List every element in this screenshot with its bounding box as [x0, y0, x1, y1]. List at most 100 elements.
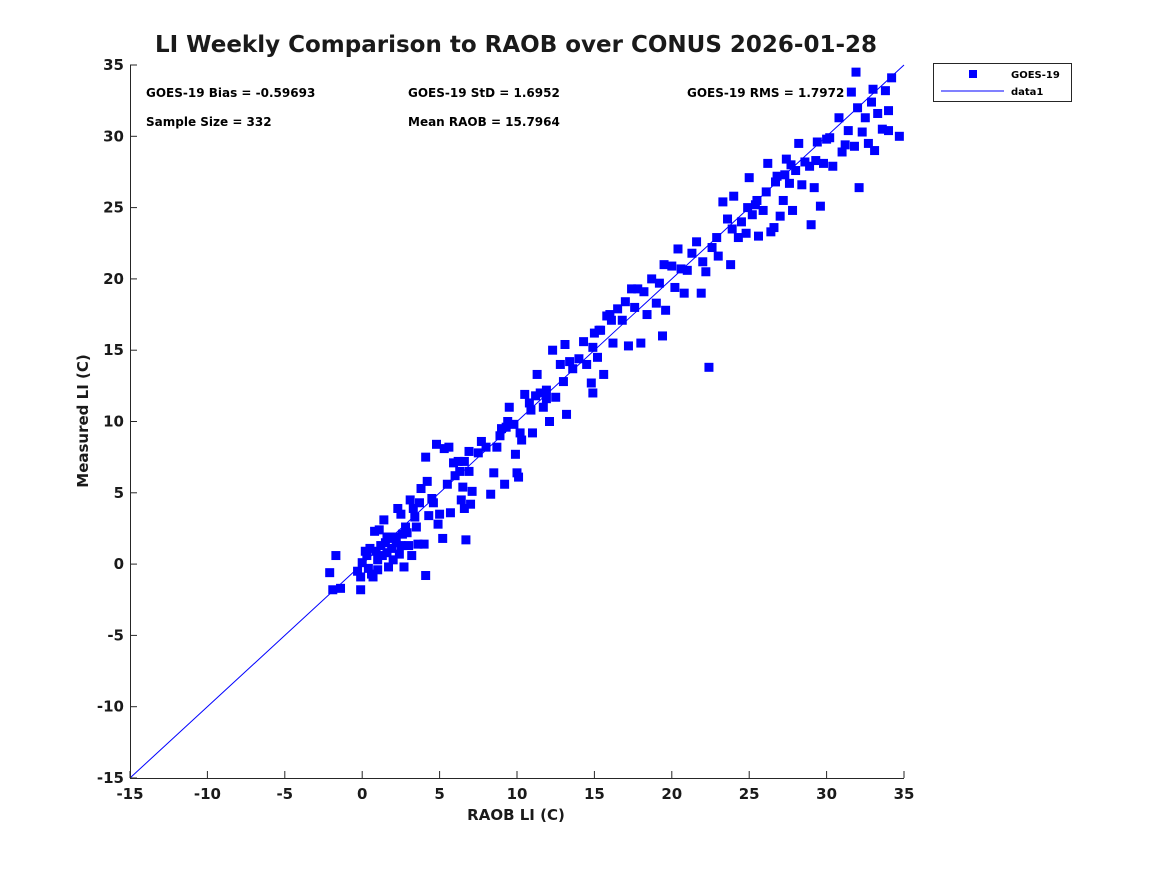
data-point-goes19 [613, 304, 623, 314]
x-tick-label: -15 [116, 785, 143, 803]
data-point-goes19 [617, 315, 627, 325]
data-point-goes19 [390, 532, 400, 542]
x-tick-label: 0 [357, 785, 367, 803]
data-point-goes19 [531, 391, 541, 401]
data-point-goes19 [639, 287, 649, 297]
data-point-goes19 [676, 264, 686, 274]
data-point-goes19 [837, 147, 847, 157]
x-tick-label: 25 [739, 785, 760, 803]
data-point-goes19 [459, 456, 469, 466]
data-point-goes19 [797, 180, 807, 190]
x-tick-label: 10 [507, 785, 528, 803]
data-point-goes19 [658, 331, 668, 341]
data-point-goes19 [849, 141, 859, 151]
data-point-goes19 [453, 456, 463, 466]
data-point-goes19 [376, 541, 386, 551]
data-point-goes19 [723, 214, 733, 224]
data-point-goes19 [800, 157, 810, 167]
y-tick-label: 15 [103, 341, 124, 359]
data-point-goes19 [427, 494, 437, 504]
data-point-goes19 [373, 565, 383, 575]
data-point-goes19 [421, 452, 431, 462]
data-point-goes19 [500, 479, 510, 489]
data-point-goes19 [884, 126, 894, 136]
data-point-goes19 [464, 466, 474, 476]
data-point-goes19 [414, 498, 424, 508]
data-point-goes19 [811, 156, 821, 166]
legend-marker-goes19 [969, 70, 977, 78]
std-stat: GOES-19 StD = 1.6952 [408, 86, 560, 100]
data-point-goes19 [620, 297, 630, 307]
data-point-goes19 [455, 466, 465, 476]
data-point-goes19 [464, 446, 474, 456]
data-point-goes19 [692, 237, 702, 247]
data-point-goes19 [357, 558, 367, 568]
data-point-goes19 [356, 572, 366, 582]
data-point-goes19 [687, 248, 697, 258]
y-tick-label: -15 [97, 769, 124, 787]
chart-title: LI Weekly Comparison to RAOB over CONUS … [155, 32, 877, 58]
data-point-goes19 [416, 484, 426, 494]
data-point-goes19 [396, 509, 406, 519]
data-point-goes19 [592, 352, 602, 362]
data-point-goes19 [424, 511, 434, 521]
data-point-goes19 [778, 195, 788, 205]
rms-stat: GOES-19 RMS = 1.7972 [687, 86, 844, 100]
legend: GOES-19 data1 [933, 63, 1072, 102]
data-point-goes19 [410, 512, 420, 522]
data-point-goes19 [701, 267, 711, 277]
data-point-goes19 [805, 161, 815, 171]
y-tick-label: -10 [97, 698, 124, 716]
data-point-goes19 [541, 394, 551, 404]
data-point-goes19 [588, 388, 598, 398]
legend-label-data1: data1 [1011, 87, 1043, 98]
data-point-goes19 [846, 87, 856, 97]
data-point-goes19 [786, 160, 796, 170]
data-point-goes19 [574, 354, 584, 364]
data-point-goes19 [377, 551, 387, 561]
y-tick-label: 5 [114, 484, 124, 502]
one-to-one-line-data1 [129, 64, 905, 779]
data-point-goes19 [515, 428, 525, 438]
data-point-goes19 [473, 448, 483, 458]
sample-size-stat: Sample Size = 332 [146, 115, 272, 129]
x-axis: -15 -10 -5 0 5 10 15 20 25 30 35 [116, 771, 914, 803]
data-point-goes19 [825, 133, 835, 143]
data-point-goes19 [758, 205, 768, 215]
data-point-goes19 [806, 220, 816, 230]
data-point-goes19 [741, 228, 751, 238]
data-point-goes19 [514, 472, 524, 482]
data-point-goes19 [873, 108, 883, 118]
data-point-goes19 [840, 140, 850, 150]
data-point-goes19 [379, 515, 389, 525]
data-point-goes19 [555, 359, 565, 369]
y-tick-label: 25 [103, 199, 124, 217]
data-point-goes19 [769, 223, 779, 233]
data-point-goes19 [586, 378, 596, 388]
data-point-goes19 [551, 392, 561, 402]
data-point-goes19 [636, 338, 646, 348]
data-point-goes19 [743, 203, 753, 213]
data-point-goes19 [726, 260, 736, 270]
data-point-goes19 [887, 73, 897, 83]
data-point-goes19 [401, 522, 411, 532]
data-point-goes19 [781, 154, 791, 164]
x-tick-label: -10 [194, 785, 221, 803]
data-point-goes19 [843, 126, 853, 136]
data-point-goes19 [421, 571, 431, 581]
x-tick-label: 30 [816, 785, 837, 803]
data-point-goes19 [713, 251, 723, 261]
data-point-goes19 [627, 284, 637, 294]
data-point-goes19 [860, 113, 870, 123]
data-point-goes19 [605, 310, 615, 320]
data-point-goes19 [445, 508, 455, 518]
data-point-goes19 [815, 201, 825, 211]
data-point-goes19 [373, 555, 383, 565]
data-point-goes19 [562, 409, 572, 419]
data-point-goes19 [397, 529, 407, 539]
data-point-goes19 [450, 471, 460, 481]
data-point-goes19 [444, 442, 454, 452]
data-point-goes19 [517, 435, 527, 445]
data-point-goes19 [623, 341, 633, 351]
data-point-goes19 [432, 439, 442, 449]
